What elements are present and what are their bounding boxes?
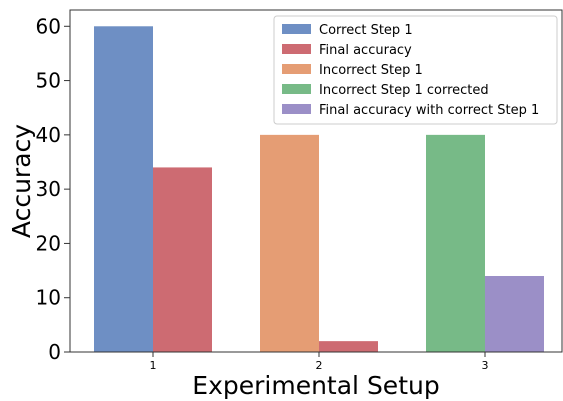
bars-group: [94, 26, 544, 353]
bar-3-final-accuracy-with-correct-step-1: [485, 276, 544, 352]
legend-label-3: Incorrect Step 1: [319, 63, 423, 78]
y-tick-label-10: 10: [36, 286, 61, 310]
legend-swatch-2: [282, 44, 311, 54]
legend-swatch-3: [282, 64, 311, 74]
legend-swatch-1: [282, 24, 311, 34]
y-tick-label-60: 60: [36, 14, 61, 38]
plot-frame: [69, 9, 563, 353]
bar-3-incorrect-step-1-corrected: [426, 134, 485, 352]
x-tick-label-1: 1: [150, 359, 157, 372]
legend-label-4: Incorrect Step 1 corrected: [319, 83, 489, 98]
legend-box: [273, 15, 558, 125]
y-tick-label-50: 50: [36, 69, 61, 93]
y-axis: 0 10 20 30 40 50 60: [36, 14, 70, 364]
x-axis-title: Experimental Setup: [192, 371, 439, 400]
legend-swatch-4: [282, 84, 311, 94]
bar-2-final-accuracy: [319, 341, 378, 352]
bar-2-incorrect-step-1: [260, 134, 319, 352]
y-axis-title: Accuracy: [7, 124, 36, 238]
legend: Correct Step 1 Final accuracy Incorrect St…: [273, 15, 558, 125]
legend-swatch-5: [282, 104, 311, 114]
legend-label-2: Final accuracy: [319, 43, 412, 58]
bar-1-correct-step-1: [94, 26, 153, 353]
y-tick-label-20: 20: [36, 231, 61, 255]
x-tick-label-3: 3: [482, 359, 489, 372]
x-tick-label-2: 2: [316, 359, 323, 372]
y-tick-label-40: 40: [36, 123, 61, 147]
legend-label-1: Correct Step 1: [319, 23, 413, 38]
legend-label-5: Final accuracy with correct Step 1: [319, 103, 539, 118]
y-tick-label-0: 0: [48, 340, 61, 364]
x-axis: 1 2 3: [150, 352, 489, 372]
y-tick-label-30: 30: [36, 177, 61, 201]
bar-1-final-accuracy: [153, 167, 212, 352]
